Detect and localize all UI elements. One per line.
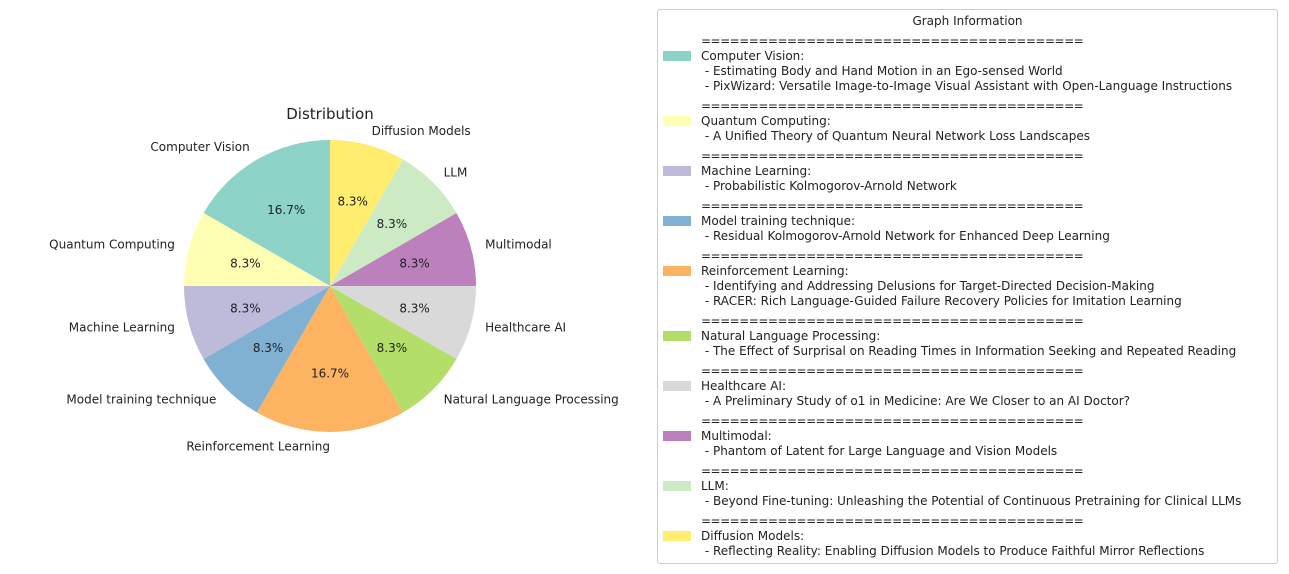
- pie-chart: Distribution 16.7% 8.3% 8.3% 8.3% 16.7% 8.3% 8…: [49, 105, 619, 454]
- percent-label-multimodal: 8.3%: [399, 256, 430, 270]
- slice-label-natural-language-processing: Natural Language Processing: [444, 393, 619, 407]
- legend-paper-title: - A Preliminary Study of o1 in Medicine:…: [701, 394, 1131, 408]
- legend-swatch: [663, 216, 691, 226]
- legend-paper-title: - A Unified Theory of Quantum Neural Net…: [701, 129, 1090, 143]
- legend-separator: ========================================: [701, 314, 1084, 328]
- legend-entry-computer-vision: ========================================…: [663, 34, 1273, 94]
- legend-separator: ========================================: [701, 249, 1084, 263]
- legend-swatch: [663, 166, 691, 176]
- legend-category: Diffusion Models:: [701, 529, 805, 543]
- percent-label-diffusion-models: 8.3%: [337, 194, 368, 208]
- slice-label-computer-vision: Computer Vision: [150, 140, 249, 154]
- percent-label-computer-vision: 16.7%: [267, 203, 305, 217]
- percent-label-model-training-technique: 8.3%: [253, 341, 284, 355]
- percent-label-llm: 8.3%: [377, 217, 408, 231]
- legend-paper-title: - Reflecting Reality: Enabling Diffusion…: [701, 544, 1205, 558]
- legend-separator: ========================================: [701, 414, 1084, 428]
- percent-label-quantum-computing: 8.3%: [230, 256, 261, 270]
- legend-paper-title: - Residual Kolmogorov-Arnold Network for…: [701, 229, 1110, 243]
- legend-category: Natural Language Processing:: [701, 329, 881, 343]
- legend-swatch: [663, 531, 691, 541]
- pie-slice-multimodal: [330, 213, 477, 286]
- legend-title: Graph Information: [912, 14, 1023, 28]
- pie-slice-machine-learning: [184, 286, 330, 359]
- pie-slices: [184, 140, 477, 433]
- legend-paper-title: - Identifying and Addressing Delusions f…: [701, 279, 1155, 293]
- legend-paper-title: - RACER: Rich Language-Guided Failure Re…: [701, 294, 1182, 308]
- legend-category: Computer Vision:: [701, 49, 805, 63]
- slice-label-llm: LLM: [444, 165, 468, 179]
- legend-entry-reinforcement-learning: ========================================…: [663, 249, 1273, 309]
- legend-paper-title: - Beyond Fine-tuning: Unleashing the Pot…: [701, 494, 1242, 508]
- legend-entry-machine-learning: ========================================…: [663, 149, 1273, 194]
- slice-label-healthcare-ai: Healthcare AI: [485, 321, 566, 335]
- legend-entry-llm: ========================================…: [663, 464, 1273, 509]
- percent-label-reinforcement-learning: 16.7%: [311, 367, 349, 381]
- pie-slice-quantum-computing: [184, 213, 330, 286]
- legend-category: Multimodal:: [701, 429, 772, 443]
- pie-slice-diffusion-models: [330, 140, 403, 286]
- legend-category: Reinforcement Learning:: [701, 264, 849, 278]
- pie-slice-llm: [330, 159, 457, 286]
- chart-title: Distribution: [286, 105, 374, 123]
- legend-paper-title: - The Effect of Surprisal on Reading Tim…: [701, 344, 1237, 358]
- legend-swatch: [663, 331, 691, 341]
- percent-label-healthcare-ai: 8.3%: [399, 302, 430, 316]
- percent-label-machine-learning: 8.3%: [230, 302, 261, 316]
- legend-swatch: [663, 481, 691, 491]
- legend-entry-natural-language-processing: ========================================…: [663, 314, 1273, 359]
- legend-separator: ========================================: [701, 364, 1084, 378]
- legend-swatch: [663, 51, 691, 61]
- legend-swatch: [663, 381, 691, 391]
- pie-slice-healthcare-ai: [330, 286, 476, 359]
- legend-separator: ========================================: [701, 199, 1084, 213]
- legend-paper-title: - Phantom of Latent for Large Language a…: [701, 444, 1058, 458]
- legend-category: Quantum Computing:: [701, 114, 831, 128]
- pie-slice-natural-language-processing: [330, 286, 457, 413]
- legend-swatch: [663, 116, 691, 126]
- legend-separator: ========================================: [701, 99, 1084, 113]
- legend-swatch: [663, 266, 691, 276]
- pie-slice-model-training-technique: [203, 286, 330, 413]
- pie-slice-reinforcement-learning: [257, 286, 403, 433]
- legend-category: Machine Learning:: [701, 164, 812, 178]
- legend-entry-model-training-technique: ========================================…: [663, 199, 1273, 244]
- slice-label-model-training-technique: Model training technique: [66, 393, 216, 407]
- percent-label-natural-language-processing: 8.3%: [377, 341, 408, 355]
- slice-label-machine-learning: Machine Learning: [69, 321, 175, 335]
- legend-box: Graph Information ======================…: [657, 9, 1278, 564]
- pie-slice-computer-vision: [203, 140, 330, 286]
- legend-entry-healthcare-ai: ========================================…: [663, 364, 1273, 409]
- legend-swatch: [663, 431, 691, 441]
- legend-category: Healthcare AI:: [701, 379, 787, 393]
- slice-label-multimodal: Multimodal: [485, 237, 552, 251]
- legend-paper-title: - PixWizard: Versatile Image-to-Image Vi…: [701, 79, 1233, 93]
- legend-separator: ========================================: [701, 149, 1084, 163]
- legend-paper-title: - Probabilistic Kolmogorov-Arnold Networ…: [701, 179, 957, 193]
- slice-label-diffusion-models: Diffusion Models: [372, 124, 471, 138]
- legend-paper-title: - Estimating Body and Hand Motion in an …: [701, 64, 1063, 78]
- slice-label-quantum-computing: Quantum Computing: [49, 237, 175, 251]
- legend-separator: ========================================: [701, 514, 1084, 528]
- percent-labels: 16.7% 8.3% 8.3% 8.3% 16.7% 8.3% 8.3% 8.3% 8.3% 8.…: [230, 194, 430, 380]
- legend-entry-quantum-computing: ========================================…: [663, 99, 1273, 144]
- slice-label-reinforcement-learning: Reinforcement Learning: [186, 440, 330, 454]
- legend-category: LLM:: [701, 479, 729, 493]
- legend-category: Model training technique:: [701, 214, 856, 228]
- legend-separator: ========================================: [701, 34, 1084, 48]
- legend-separator: ========================================: [701, 464, 1084, 478]
- legend-entry-multimodal: ========================================…: [663, 414, 1273, 459]
- slice-labels: Computer Vision Quantum Computing Machine …: [49, 124, 619, 454]
- legend-entry-diffusion-models: ========================================…: [663, 514, 1273, 559]
